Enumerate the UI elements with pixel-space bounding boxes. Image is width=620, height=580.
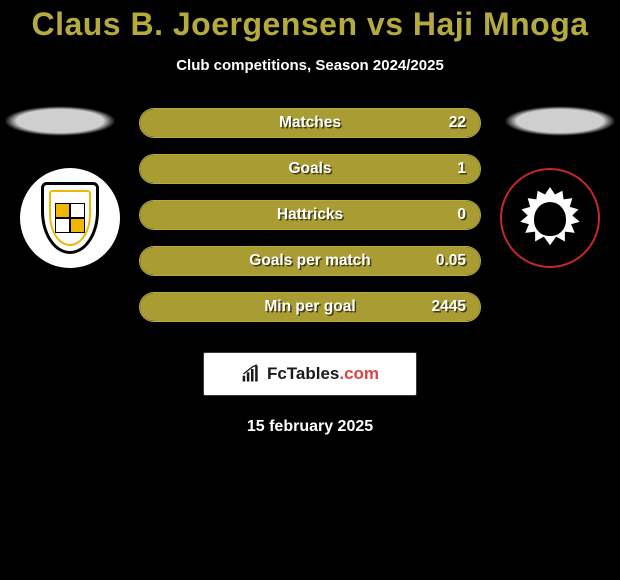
- stat-label: Goals: [288, 155, 331, 183]
- stat-label: Matches: [279, 109, 341, 137]
- stat-bar: Goals 1: [139, 154, 481, 184]
- stat-bar: Goals per match 0.05: [139, 246, 481, 276]
- stat-label: Goals per match: [249, 247, 370, 275]
- stat-value-right: 0.05: [436, 247, 466, 275]
- stat-value-right: 0: [457, 201, 466, 229]
- stat-value-right: 22: [449, 109, 466, 137]
- stat-bar: Hattricks 0: [139, 200, 481, 230]
- bar-chart-icon: [241, 364, 261, 384]
- stat-label: Hattricks: [277, 201, 343, 229]
- stat-bar: Min per goal 2445: [139, 292, 481, 322]
- shield-icon: [41, 182, 99, 254]
- stat-value-right: 1: [457, 155, 466, 183]
- comparison-date: 15 february 2025: [0, 418, 620, 436]
- stat-bar: Matches 22: [139, 108, 481, 138]
- fctables-logo: FcTables.com: [203, 352, 417, 396]
- salford-badge: [500, 168, 600, 268]
- stat-bars: Matches 22 Goals 1 Hattricks 0 Goals per match…: [139, 108, 481, 322]
- player-left-placeholder: [4, 106, 116, 136]
- port-vale-badge: [20, 168, 120, 268]
- lion-icon: [519, 187, 581, 249]
- comparison-card: Claus B. Joergensen vs Haji Mnoga Club c…: [0, 0, 620, 580]
- stats-section: Matches 22 Goals 1 Hattricks 0 Goals per match…: [0, 108, 620, 322]
- stat-label: Min per goal: [264, 293, 355, 321]
- page-title: Claus B. Joergensen vs Haji Mnoga: [0, 0, 620, 43]
- subtitle: Club competitions, Season 2024/2025: [0, 57, 620, 74]
- player-right-placeholder: [504, 106, 616, 136]
- stat-value-right: 2445: [432, 293, 466, 321]
- brand-text: FcTables.com: [267, 364, 379, 384]
